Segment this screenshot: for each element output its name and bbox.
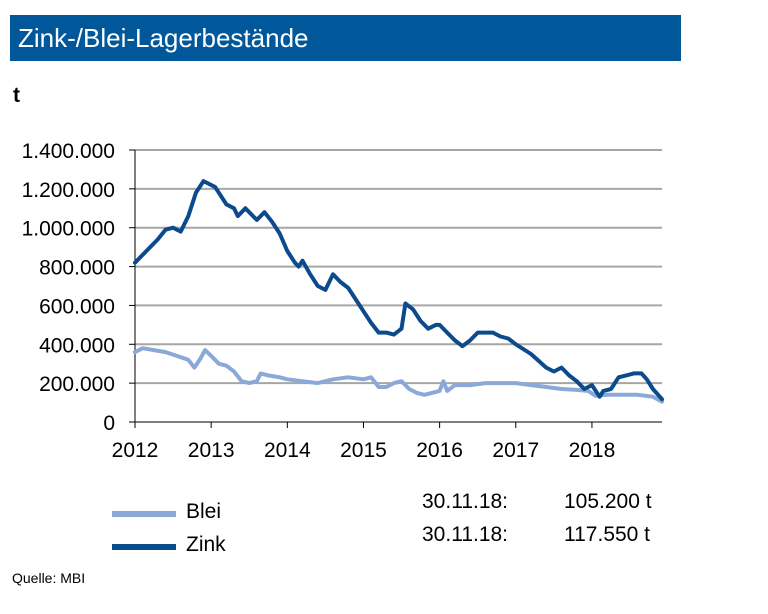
y-tick-label: 0 <box>103 412 115 435</box>
series-line-blei <box>133 346 664 404</box>
legend-value-zink: 117.550 t <box>564 523 651 546</box>
y-tick-label: 800.000 <box>39 257 115 280</box>
legend-label-blei: Blei <box>186 500 222 523</box>
x-axis-tick-labels: 2012 2013 2014 2015 2016 2017 2018 <box>112 439 616 462</box>
x-tick-label: 2016 <box>416 439 463 462</box>
x-tick-label: 2017 <box>492 439 539 462</box>
y-tick-label: 400.000 <box>39 334 115 357</box>
title-bar: Zink-/Blei-Lagerbestände <box>10 15 681 61</box>
legend-swatch-zink <box>112 544 176 550</box>
x-tick-label: 2013 <box>188 439 235 462</box>
x-tick-label: 2012 <box>112 439 159 462</box>
axes <box>129 149 662 428</box>
series-line-zink <box>133 179 664 402</box>
x-tick-label: 2015 <box>340 439 387 462</box>
chart-title: Zink-/Blei-Lagerbestände <box>18 23 309 53</box>
grid-lines <box>135 149 662 385</box>
y-tick-label: 1.000.000 <box>22 218 115 241</box>
source-note: Quelle: MBI <box>12 570 86 586</box>
legend-value-blei: 105.200 t <box>564 490 652 513</box>
y-tick-label: 200.000 <box>39 373 115 396</box>
legend-label-zink: Zink <box>186 533 226 556</box>
legend-date-zink: 30.11.18: <box>422 523 509 546</box>
y-tick-label: 600.000 <box>39 295 115 318</box>
x-tick-label: 2018 <box>569 439 616 462</box>
x-tick-label: 2014 <box>264 439 311 462</box>
legend-date-blei: 30.11.18: <box>422 490 509 513</box>
legend-swatch-blei <box>112 511 176 517</box>
legend-item-zink: Zink 30.11.18: 117.550 t <box>112 523 672 563</box>
y-tick-label: 1.200.000 <box>22 179 115 202</box>
series-lines <box>133 179 664 404</box>
y-axis-tick-labels: 0 200.000 400.000 600.000 800.000 1.000.000 1.… <box>22 140 115 435</box>
y-tick-label: 1.400.000 <box>22 140 115 163</box>
unit-label: t <box>13 84 20 107</box>
legend-item-blei: Blei 30.11.18: 105.200 t <box>112 490 672 530</box>
